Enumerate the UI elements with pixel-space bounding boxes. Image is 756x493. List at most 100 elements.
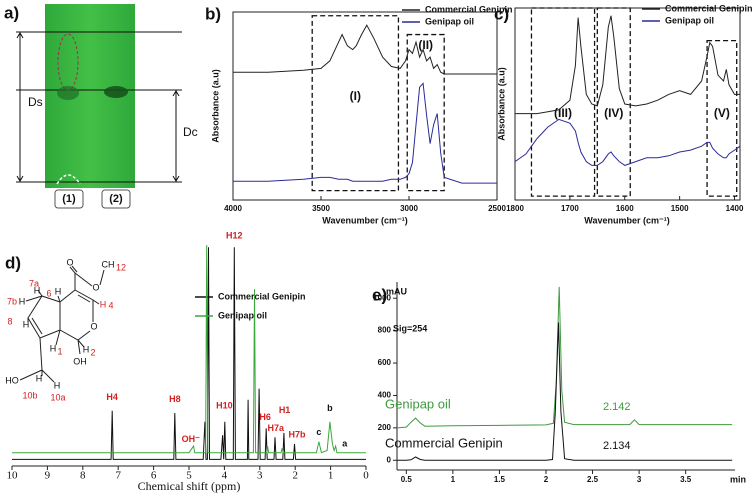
atom-label: HO bbox=[5, 375, 19, 385]
x-tick-label: 1400 bbox=[726, 204, 744, 213]
region-label: (I) bbox=[350, 89, 361, 103]
spectrum-line bbox=[514, 118, 741, 166]
x-tick-label: 3 bbox=[637, 475, 642, 484]
x-tick-label: 0.5 bbox=[401, 475, 413, 484]
x-tick-label: 4 bbox=[222, 470, 228, 482]
peak-label: c bbox=[316, 427, 321, 437]
x-tick-label: 10 bbox=[7, 470, 19, 482]
atom-label: H bbox=[55, 286, 62, 296]
y-tick-label: 1000 bbox=[373, 293, 391, 302]
atom-label: O bbox=[92, 282, 99, 292]
y-tick-label: 200 bbox=[378, 423, 392, 432]
spectrum-line bbox=[12, 244, 366, 454]
plot-frame bbox=[514, 7, 741, 201]
spectrum-line bbox=[397, 322, 733, 461]
dc-arrowheads bbox=[172, 90, 180, 182]
x-axis-title: Wavenumber (cm⁻¹) bbox=[584, 215, 669, 225]
x-tick-label: 3 bbox=[257, 470, 263, 482]
structure bbox=[19, 265, 105, 383]
region-label: (V) bbox=[714, 106, 730, 120]
x-axis-title: Chemical shift (ppm) bbox=[138, 479, 241, 493]
atom-label: H bbox=[83, 344, 90, 354]
y-tick-label: 400 bbox=[378, 391, 392, 400]
ring-bonds bbox=[59, 289, 94, 341]
x-tick-label: 1 bbox=[328, 470, 334, 482]
spectrum-line bbox=[12, 247, 366, 460]
peak-label: H1 bbox=[279, 405, 291, 415]
atom-label: H bbox=[34, 285, 41, 295]
trace-label: Genipap oil bbox=[385, 396, 451, 411]
legend-label: Commercial Genipin bbox=[218, 291, 306, 301]
plot-frame bbox=[232, 11, 498, 201]
atom-label: 1 bbox=[57, 346, 62, 356]
region-box bbox=[596, 7, 631, 197]
ds-arrowheads bbox=[16, 32, 24, 182]
lane-label: (1) bbox=[62, 193, 76, 205]
x-axis-title: Wavenumber (cm⁻¹) bbox=[322, 215, 407, 225]
x-tick-label: 3000 bbox=[400, 204, 418, 213]
legend-label: Commercial Genipin bbox=[665, 3, 753, 13]
spot bbox=[57, 86, 79, 100]
peak-label: H7b bbox=[288, 429, 306, 439]
lane-box bbox=[101, 189, 131, 209]
peak-label: OH⁻ bbox=[182, 434, 201, 444]
lane-label: (2) bbox=[109, 193, 123, 205]
region-box bbox=[311, 15, 400, 192]
y-tick-label: 800 bbox=[378, 326, 392, 335]
atom-label: 6 bbox=[46, 288, 51, 298]
x-tick-label: 5 bbox=[186, 470, 192, 482]
panel-label: c) bbox=[494, 4, 509, 23]
x-tick-label: 3.5 bbox=[680, 475, 692, 484]
lane-box bbox=[54, 189, 84, 209]
legend-label: Genipap oil bbox=[665, 15, 714, 25]
retention-label: 2.134 bbox=[603, 440, 631, 452]
atom-label: H bbox=[50, 343, 57, 353]
h-bonds bbox=[25, 289, 100, 355]
y-tick-label: 600 bbox=[378, 358, 392, 367]
double-bond bbox=[77, 294, 91, 303]
region-box bbox=[706, 39, 738, 197]
panel-label: b) bbox=[205, 4, 221, 23]
atom-label: 7b bbox=[7, 296, 17, 306]
x-tick-label: 1600 bbox=[616, 204, 634, 213]
trace-label: Commercial Genipin bbox=[385, 435, 503, 450]
legend-label: Genipap oil bbox=[218, 310, 267, 320]
atom-label: 8 bbox=[7, 316, 12, 326]
peak-label: b bbox=[327, 403, 333, 413]
atom-label: H bbox=[23, 319, 30, 329]
ds-label: Ds bbox=[28, 95, 43, 109]
peak-label: H10 bbox=[216, 401, 233, 411]
x-axis-title: min bbox=[730, 474, 746, 484]
ester-bonds bbox=[69, 265, 105, 290]
legend-label: Genipap oil bbox=[425, 16, 474, 26]
double-bond bbox=[31, 317, 43, 335]
peak-label: H6 bbox=[259, 412, 271, 422]
x-tick-label: 9 bbox=[45, 470, 51, 482]
y-axis-title: Absorbance (a.u) bbox=[496, 67, 506, 141]
spot bbox=[104, 86, 128, 98]
region-box bbox=[406, 33, 445, 192]
signal-label: Sig=254 bbox=[393, 323, 427, 333]
tlc-panel: a) Ds Dc (1) (2) bbox=[4, 3, 198, 209]
spectrum-line bbox=[233, 82, 497, 184]
panel-label: d) bbox=[5, 253, 21, 272]
x-tick-label: 7 bbox=[115, 470, 121, 482]
x-tick-label: 2.5 bbox=[587, 475, 599, 484]
x-tick-label: 2 bbox=[544, 475, 549, 484]
atom-label: H bbox=[36, 373, 43, 383]
legend-label: Commercial Genipin bbox=[425, 4, 513, 14]
peak-label: H8 bbox=[169, 394, 181, 404]
x-tick-label: 0 bbox=[363, 470, 369, 482]
atom-label: 4 bbox=[108, 300, 113, 310]
atom-label: O bbox=[66, 257, 73, 267]
x-tick-label: 1 bbox=[451, 475, 456, 484]
x-tick-label: 2 bbox=[292, 470, 298, 482]
y-tick-label: 0 bbox=[387, 455, 392, 464]
panel-label: e) bbox=[372, 285, 387, 304]
peak-label: H7a bbox=[267, 423, 285, 433]
x-tick-label: 1500 bbox=[671, 204, 689, 213]
spectrum-line bbox=[515, 15, 740, 115]
x-tick-label: 1700 bbox=[561, 204, 579, 213]
